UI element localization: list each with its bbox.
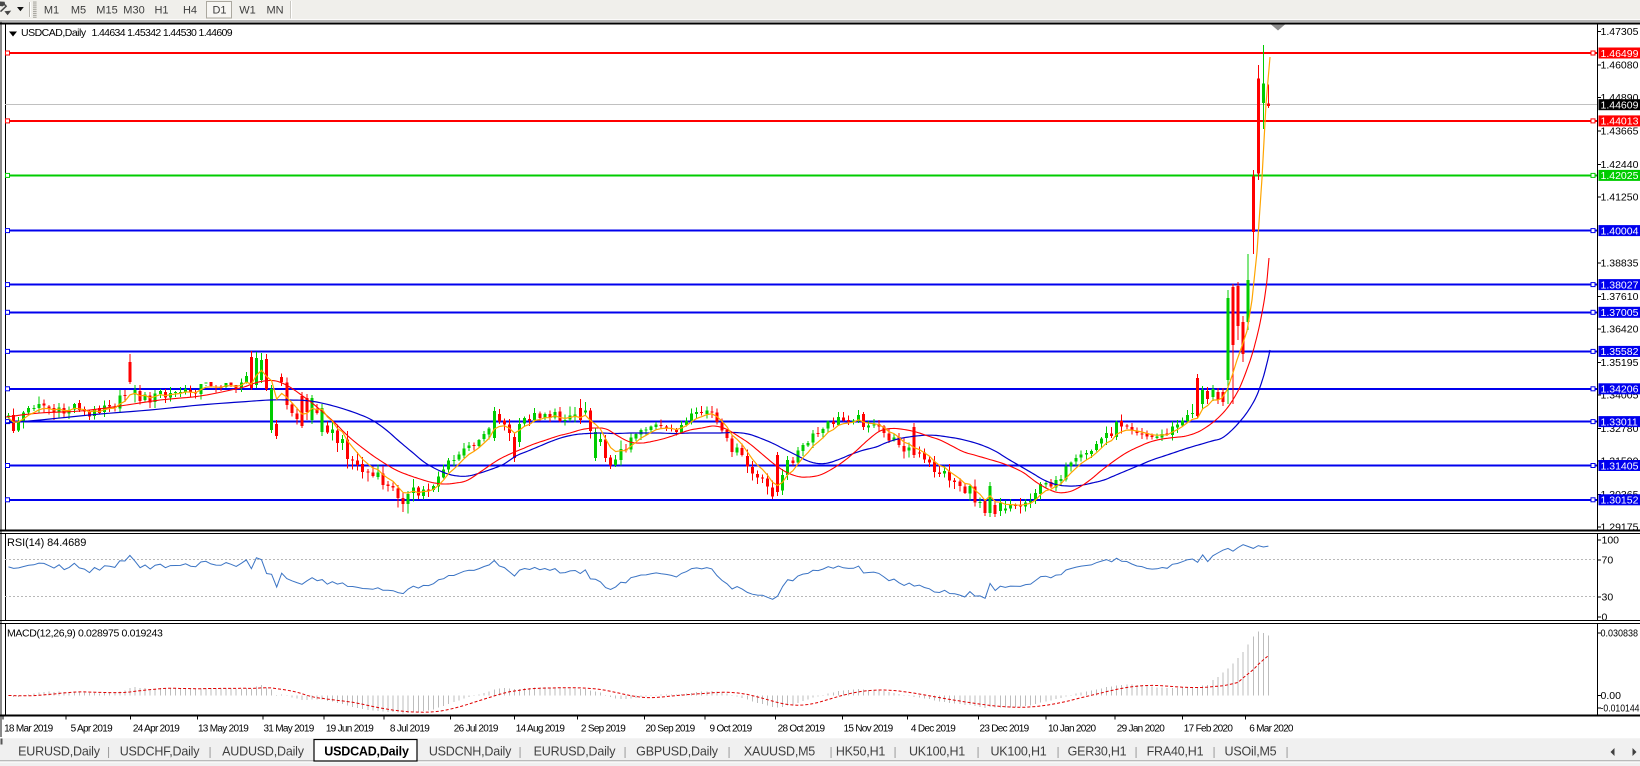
- svg-text:USDCHF,Daily: USDCHF,Daily: [120, 745, 201, 759]
- svg-text:24 Apr 2019: 24 Apr 2019: [133, 724, 180, 735]
- svg-text:1.42025: 1.42025: [1601, 170, 1639, 182]
- svg-text:1.43665: 1.43665: [1601, 125, 1639, 137]
- svg-text:0.00: 0.00: [1601, 690, 1622, 702]
- svg-text:20 Sep 2019: 20 Sep 2019: [645, 724, 695, 735]
- svg-text:USDCAD,Daily: USDCAD,Daily: [21, 27, 87, 39]
- svg-text:|: |: [1134, 745, 1137, 759]
- svg-text:5 Apr 2019: 5 Apr 2019: [71, 724, 114, 735]
- svg-text:1.38835: 1.38835: [1601, 257, 1639, 269]
- svg-text:UK100,H1: UK100,H1: [990, 745, 1046, 759]
- svg-text:|: |: [107, 745, 110, 759]
- svg-text:1.44013: 1.44013: [1601, 116, 1639, 128]
- svg-text:2 Sep 2019: 2 Sep 2019: [581, 724, 626, 735]
- svg-text:MACD(12,26,9) 0.028975 0.01924: MACD(12,26,9) 0.028975 0.019243: [7, 628, 163, 640]
- svg-text:1.46499: 1.46499: [1601, 48, 1639, 60]
- svg-text:|: |: [893, 745, 896, 759]
- svg-text:15 Nov 2019: 15 Nov 2019: [843, 724, 893, 735]
- svg-text:10 Jan 2020: 10 Jan 2020: [1048, 724, 1096, 735]
- svg-text:6 Mar 2020: 6 Mar 2020: [1249, 724, 1294, 735]
- svg-text:|: |: [727, 745, 730, 759]
- svg-text:17 Feb 2020: 17 Feb 2020: [1184, 724, 1234, 735]
- svg-text:1.44634 1.45342 1.44530 1.4460: 1.44634 1.45342 1.44530 1.44609: [92, 27, 233, 39]
- svg-text:GER30,H1: GER30,H1: [1068, 745, 1127, 759]
- svg-text:RSI(14) 84.4689: RSI(14) 84.4689: [7, 537, 86, 549]
- svg-text:UK100,H1: UK100,H1: [909, 745, 965, 759]
- svg-text:0: 0: [1602, 611, 1608, 623]
- svg-text:8 Jul 2019: 8 Jul 2019: [390, 724, 430, 735]
- svg-text:19 Jun 2019: 19 Jun 2019: [326, 724, 374, 735]
- svg-text:13 May 2019: 13 May 2019: [198, 724, 249, 735]
- svg-text:|: |: [208, 745, 211, 759]
- svg-text:26 Jul 2019: 26 Jul 2019: [454, 724, 499, 735]
- svg-text:1.33011: 1.33011: [1601, 416, 1638, 428]
- svg-text:30: 30: [1602, 591, 1614, 603]
- svg-text:MN: MN: [266, 5, 283, 17]
- svg-text:31 May 2019: 31 May 2019: [263, 724, 314, 735]
- svg-text:28 Oct 2019: 28 Oct 2019: [778, 724, 826, 735]
- svg-text:1.37005: 1.37005: [1601, 307, 1639, 319]
- svg-text:AUDUSD,Daily: AUDUSD,Daily: [222, 745, 305, 759]
- svg-text:100: 100: [1602, 534, 1620, 546]
- svg-text:EURUSD,Daily: EURUSD,Daily: [18, 745, 101, 759]
- svg-text:1.37610: 1.37610: [1601, 291, 1639, 303]
- svg-text:|: |: [1056, 745, 1059, 759]
- svg-text:|: |: [518, 745, 521, 759]
- svg-text:1.46080: 1.46080: [1601, 59, 1639, 71]
- svg-text:1.38027: 1.38027: [1601, 279, 1639, 291]
- svg-text:1.44609: 1.44609: [1601, 100, 1639, 112]
- svg-text:USDCAD,Daily: USDCAD,Daily: [324, 745, 409, 759]
- svg-text:18 Mar 2019: 18 Mar 2019: [4, 724, 54, 735]
- svg-text:1.34206: 1.34206: [1601, 384, 1639, 396]
- svg-text:9 Oct 2019: 9 Oct 2019: [710, 724, 753, 735]
- svg-text:|: |: [976, 745, 979, 759]
- svg-text:1.47305: 1.47305: [1601, 26, 1639, 38]
- svg-text:1.31405: 1.31405: [1601, 460, 1639, 472]
- svg-text:4 Dec 2019: 4 Dec 2019: [911, 724, 956, 735]
- svg-text:USOil,M5: USOil,M5: [1225, 745, 1277, 759]
- svg-text:|: |: [623, 745, 626, 759]
- svg-text:M15: M15: [96, 5, 117, 17]
- svg-text:M1: M1: [44, 5, 59, 17]
- svg-text:1.29175: 1.29175: [1601, 521, 1639, 533]
- svg-text:EURUSD,Daily: EURUSD,Daily: [534, 745, 617, 759]
- svg-text:|: |: [829, 745, 832, 759]
- svg-text:0.030838: 0.030838: [1601, 627, 1639, 639]
- svg-text:1.40004: 1.40004: [1601, 225, 1639, 237]
- svg-text:GBPUSD,Daily: GBPUSD,Daily: [636, 745, 719, 759]
- svg-text:XAUUSD,M5: XAUUSD,M5: [744, 745, 815, 759]
- svg-text:M5: M5: [71, 5, 86, 17]
- svg-text:14 Aug 2019: 14 Aug 2019: [516, 724, 566, 735]
- svg-text:|: |: [1212, 745, 1215, 759]
- svg-text:H4: H4: [183, 5, 197, 17]
- svg-text:H1: H1: [154, 5, 168, 17]
- svg-text:W1: W1: [239, 5, 256, 17]
- svg-text:1.35195: 1.35195: [1601, 357, 1639, 369]
- svg-text:1.41250: 1.41250: [1601, 191, 1639, 203]
- svg-text:70: 70: [1602, 554, 1614, 566]
- svg-text:FRA40,H1: FRA40,H1: [1147, 745, 1204, 759]
- svg-text:1.42440: 1.42440: [1601, 159, 1639, 171]
- svg-text:23 Dec 2019: 23 Dec 2019: [979, 724, 1029, 735]
- svg-text:M30: M30: [123, 5, 144, 17]
- svg-text:1.30152: 1.30152: [1601, 495, 1639, 507]
- svg-text:1.36420: 1.36420: [1601, 323, 1639, 335]
- svg-text:USDCNH,Daily: USDCNH,Daily: [429, 745, 512, 759]
- svg-text:-0.010144: -0.010144: [1601, 702, 1640, 714]
- svg-text:29 Jan 2020: 29 Jan 2020: [1117, 724, 1165, 735]
- svg-text:1.35582: 1.35582: [1601, 346, 1639, 358]
- svg-text:D1: D1: [212, 5, 226, 17]
- svg-text:|: |: [1285, 745, 1288, 759]
- svg-text:HK50,H1: HK50,H1: [836, 745, 886, 759]
